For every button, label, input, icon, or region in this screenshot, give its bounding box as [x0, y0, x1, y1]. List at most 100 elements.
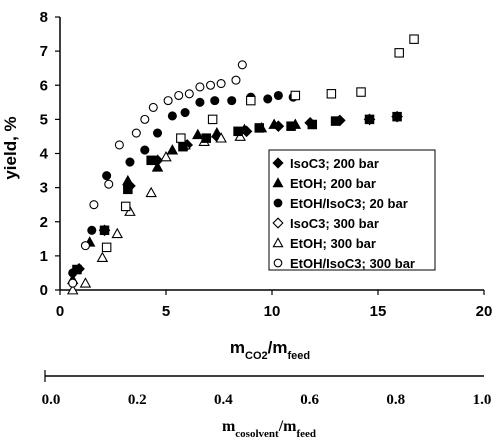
data-point [211, 97, 219, 105]
data-point [196, 98, 204, 106]
secondary-x-tick-label: 1.0 [473, 392, 492, 408]
secondary-x-axis-title-sub-feed: feed [296, 428, 316, 439]
x-tick-label: 20 [476, 303, 493, 320]
legend: IsoC3; 200 barEtOH; 200 barEtOH/IsoC3; 2… [269, 150, 435, 271]
y-tick-label: 6 [40, 77, 48, 94]
data-point [141, 115, 149, 123]
secondary-x-axis-title-sub-cosolvent: cosolvent [235, 428, 279, 439]
data-point [141, 146, 149, 154]
data-point [102, 243, 110, 251]
data-point [112, 229, 122, 238]
data-point [181, 109, 189, 117]
data-point [98, 253, 108, 262]
data-point [100, 226, 108, 234]
data-point [410, 35, 418, 43]
y-tick-label: 4 [40, 146, 49, 163]
data-point [228, 97, 236, 105]
data-point [327, 90, 335, 98]
x-axis-title: mCO2/mfeed [230, 338, 310, 362]
y-axis-title: yield, % [1, 116, 20, 179]
legend-label: EtOH/IsoC3; 300 bar [290, 256, 415, 271]
data-point [168, 145, 178, 154]
data-point [168, 112, 176, 120]
data-point [164, 97, 172, 105]
data-point [287, 122, 295, 130]
data-point [207, 81, 215, 89]
data-point [208, 115, 216, 123]
secondary-x-tick-label: 0.4 [214, 392, 233, 408]
data-point [88, 226, 96, 234]
y-tick-label: 3 [40, 180, 48, 197]
data-point [90, 201, 98, 209]
x-axis-title-sub-feed: feed [287, 350, 310, 362]
data-point [146, 188, 156, 197]
secondary-x-tick-label: 0.6 [300, 392, 319, 408]
secondary-x-axis-title-m: m [222, 418, 236, 435]
data-point [365, 115, 373, 123]
data-point [264, 95, 272, 103]
data-point [393, 112, 401, 120]
data-point [274, 91, 282, 99]
x-tick-label: 10 [264, 303, 281, 320]
data-point [331, 117, 339, 125]
data-point [124, 185, 132, 193]
data-point [255, 124, 263, 132]
secondary-x-axis-title-sep: /m [278, 418, 297, 435]
y-tick-label: 8 [40, 9, 48, 26]
data-point [122, 202, 130, 210]
data-point [395, 49, 403, 57]
data-point [247, 96, 255, 104]
x-axis-title-m: m [230, 338, 245, 357]
data-point [73, 265, 81, 273]
data-point [81, 278, 91, 287]
data-point [193, 130, 203, 139]
data-point [123, 176, 133, 185]
data-point [308, 120, 316, 128]
data-point [115, 141, 123, 149]
secondary-x-axis-title: mcosolvent/mfeed [222, 418, 316, 439]
x-axis-title-sep: /m [268, 338, 288, 357]
secondary-x-tick-label: 0.2 [128, 392, 147, 408]
data-point [175, 91, 183, 99]
data-point [185, 90, 193, 98]
data-point [202, 134, 210, 142]
data-point [291, 91, 299, 99]
y-tick-label: 5 [40, 111, 48, 128]
data-point [179, 142, 187, 150]
data-point [132, 129, 140, 137]
legend-label: IsoC3; 300 bar [290, 216, 379, 231]
data-point [81, 242, 89, 250]
x-axis-title-sub-co2: CO2 [245, 350, 268, 362]
y-tick-label: 2 [40, 214, 48, 231]
data-point [217, 80, 225, 88]
x-tick-label: 5 [162, 303, 170, 320]
legend-marker [274, 259, 282, 267]
y-tick-label: 0 [40, 282, 48, 299]
legend-label: EtOH; 200 bar [290, 176, 376, 191]
legend-marker [274, 199, 282, 207]
data-point [103, 172, 111, 180]
legend-label: EtOH/IsoC3; 20 bar [290, 196, 408, 211]
data-point [177, 134, 185, 142]
secondary-x-axis: 0.0 0.2 0.4 0.6 0.8 1.0 [42, 370, 492, 408]
data-point [126, 158, 134, 166]
x-tick-label: 15 [370, 303, 387, 320]
legend-label: EtOH; 300 bar [290, 236, 376, 251]
secondary-x-tick-label: 0.0 [42, 392, 61, 408]
data-point [105, 180, 113, 188]
data-point [69, 279, 77, 287]
y-tick-label: 7 [40, 43, 48, 60]
data-point [147, 156, 155, 164]
x-tick-label: 0 [56, 303, 64, 320]
data-point [149, 103, 157, 111]
data-point [154, 129, 162, 137]
secondary-x-tick-label: 0.8 [386, 392, 405, 408]
data-point [238, 61, 246, 69]
y-tick-label: 1 [40, 248, 48, 265]
data-point [196, 83, 204, 91]
data-point [357, 88, 365, 96]
data-point [234, 127, 242, 135]
series-5 [69, 61, 247, 287]
